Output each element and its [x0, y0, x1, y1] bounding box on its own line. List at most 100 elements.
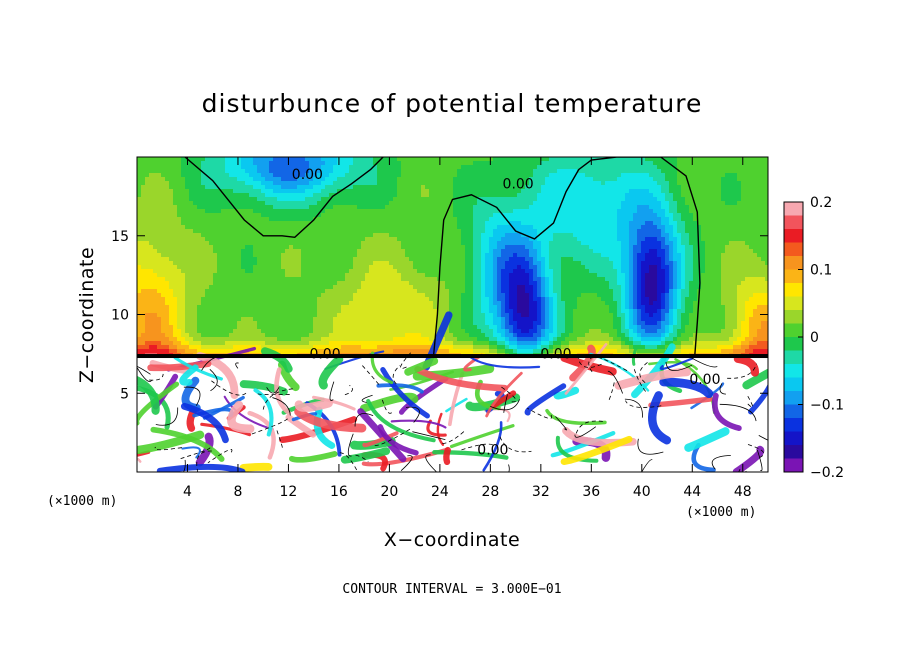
field-cell	[361, 277, 366, 282]
field-cell	[209, 221, 214, 226]
field-cell	[193, 281, 198, 286]
field-cell	[445, 193, 450, 198]
field-cell	[669, 253, 674, 258]
field-cell	[505, 261, 510, 266]
field-cell	[165, 237, 170, 242]
field-cell	[609, 273, 614, 278]
field-cell	[525, 193, 530, 198]
field-cell	[269, 225, 274, 230]
field-cell	[205, 237, 210, 242]
field-cell	[733, 217, 738, 222]
field-cell	[345, 173, 350, 178]
field-cell	[497, 193, 502, 198]
field-cell	[481, 221, 486, 226]
field-cell	[173, 273, 178, 278]
field-cell	[317, 249, 322, 254]
field-cell	[325, 261, 330, 266]
field-cell	[545, 229, 550, 234]
field-cell	[465, 165, 470, 170]
field-cell	[465, 261, 470, 266]
field-cell	[241, 209, 246, 214]
field-cell	[237, 253, 242, 258]
field-cell	[181, 169, 186, 174]
field-cell	[385, 181, 390, 186]
field-cell	[389, 201, 394, 206]
field-cell	[297, 277, 302, 282]
field-cell	[657, 237, 662, 242]
field-cell	[661, 205, 666, 210]
field-cell	[137, 225, 142, 230]
field-cell	[169, 261, 174, 266]
field-cell	[677, 177, 682, 182]
field-cell	[669, 157, 674, 162]
field-cell	[649, 205, 654, 210]
field-cell	[221, 173, 226, 178]
field-cell	[449, 189, 454, 194]
field-cell	[289, 161, 294, 166]
field-cell	[337, 165, 342, 170]
field-cell	[153, 233, 158, 238]
field-cell	[621, 165, 626, 170]
field-cell	[205, 257, 210, 262]
field-cell	[405, 189, 410, 194]
field-cell	[161, 261, 166, 266]
field-cell	[621, 229, 626, 234]
field-cell	[713, 157, 718, 162]
field-cell	[393, 189, 398, 194]
field-cell	[609, 165, 614, 170]
field-cell	[145, 257, 150, 262]
field-cell	[193, 261, 198, 266]
field-cell	[333, 197, 338, 202]
field-cell	[725, 245, 730, 250]
field-cell	[681, 201, 686, 206]
field-cell	[749, 245, 754, 250]
field-cell	[741, 173, 746, 178]
field-cell	[225, 233, 230, 238]
field-cell	[489, 209, 494, 214]
field-cell	[533, 213, 538, 218]
field-cell	[137, 221, 142, 226]
field-cell	[153, 273, 158, 278]
field-cell	[225, 277, 230, 282]
field-cell	[657, 173, 662, 178]
field-cell	[237, 173, 242, 178]
field-cell	[645, 261, 650, 266]
field-cell	[385, 165, 390, 170]
field-cell	[173, 277, 178, 282]
field-cell	[473, 237, 478, 242]
field-cell	[537, 261, 542, 266]
field-cell	[681, 181, 686, 186]
field-cell	[429, 277, 434, 282]
field-cell	[753, 169, 758, 174]
field-cell	[669, 209, 674, 214]
field-cell	[641, 173, 646, 178]
field-cell	[749, 225, 754, 230]
field-cell	[673, 185, 678, 190]
field-cell	[609, 253, 614, 258]
field-cell	[329, 221, 334, 226]
field-cell	[713, 201, 718, 206]
field-cell	[549, 269, 554, 274]
field-cell	[237, 169, 242, 174]
field-cell	[609, 265, 614, 270]
field-cell	[373, 209, 378, 214]
field-cell	[437, 233, 442, 238]
field-cell	[537, 269, 542, 274]
field-cell	[269, 169, 274, 174]
field-cell	[705, 257, 710, 262]
field-cell	[449, 249, 454, 254]
field-cell	[321, 189, 326, 194]
field-cell	[205, 189, 210, 194]
field-cell	[649, 165, 654, 170]
field-cell	[441, 169, 446, 174]
field-cell	[533, 157, 538, 162]
field-cell	[169, 281, 174, 286]
field-cell	[413, 173, 418, 178]
field-cell	[521, 181, 526, 186]
field-cell	[477, 193, 482, 198]
field-cell	[637, 181, 642, 186]
field-cell	[357, 157, 362, 162]
field-cell	[385, 265, 390, 270]
field-cell	[265, 173, 270, 178]
field-cell	[209, 161, 214, 166]
